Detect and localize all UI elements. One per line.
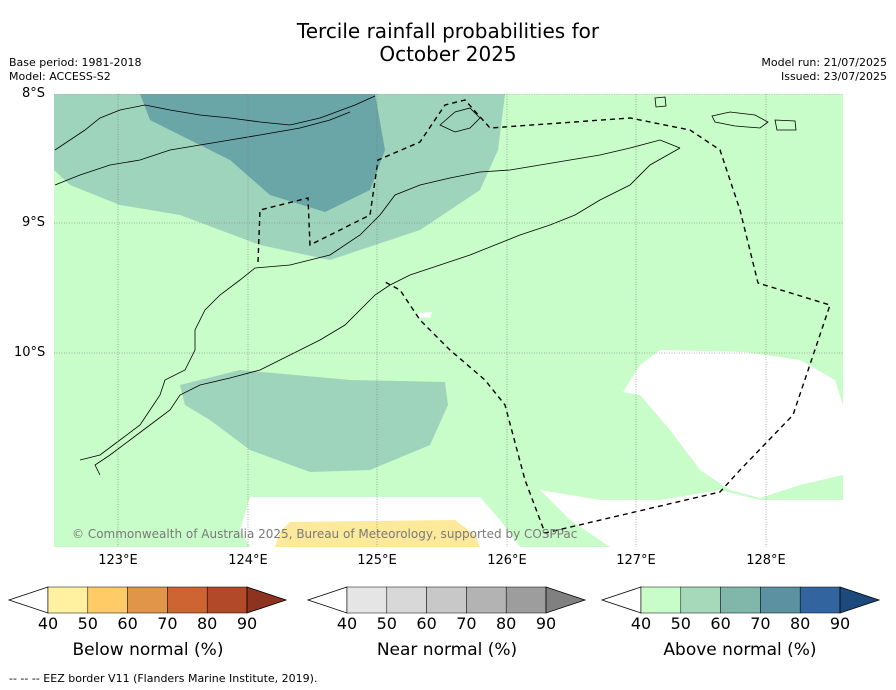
colorbar-extend-high	[839, 586, 881, 614]
below-normal-40-region	[275, 520, 480, 547]
colorbar-tick-label: 90	[535, 614, 557, 633]
colorbar-tick-label: 40	[336, 614, 358, 633]
colorbar-title-above: Above normal (%)	[663, 640, 817, 660]
colorbar-tick-label: 40	[37, 614, 59, 633]
colorbar-tick-label: 90	[829, 614, 851, 633]
colorbar-extend-low	[306, 586, 348, 614]
colorbar-segment	[505, 586, 547, 614]
leti-island	[711, 111, 769, 129]
alor-coastline	[54, 95, 376, 151]
colorbar-extend-low	[7, 586, 49, 614]
chart-title: Tercile rainfall probabilities for Octob…	[0, 20, 896, 66]
lat-label-10s: 10°S	[14, 345, 46, 360]
timor-north-coastline	[79, 139, 681, 461]
colorbar-tick-label: 60	[710, 614, 731, 633]
atauro-island	[439, 107, 481, 133]
lat-label-8s: 8°S	[22, 86, 46, 101]
colorbar-tick-label: 80	[790, 614, 811, 633]
colorbar-extend-high	[246, 586, 288, 614]
moa-island	[774, 119, 797, 131]
lon-label-123e: 123°E	[98, 553, 138, 568]
colorbar-segment	[167, 586, 208, 614]
colorbar-near-normal	[306, 586, 587, 614]
colorbar-segment	[87, 586, 128, 614]
colorbar-extend-low	[600, 586, 642, 614]
colorbar-extend-high	[545, 586, 587, 614]
colorbar-tick-label: 50	[77, 614, 98, 633]
above-normal-50-region-south	[180, 370, 448, 472]
colorbar-tick-label: 70	[157, 614, 178, 633]
lon-label-127e: 127°E	[616, 553, 656, 568]
colorbar-segment	[720, 586, 761, 614]
colorbar-segment	[47, 586, 89, 614]
colorbar-tick-label: 90	[236, 614, 258, 633]
lon-label-124e: 124°E	[228, 553, 268, 568]
colorbar-segment	[760, 586, 801, 614]
no-dominant-region-east	[623, 350, 843, 498]
lon-label-126e: 126°E	[487, 553, 527, 568]
lat-label-9s: 9°S	[22, 215, 46, 230]
flores-coastline	[54, 111, 351, 186]
title-line-2: October 2025	[379, 42, 517, 66]
colorbar-segment	[127, 586, 168, 614]
eez-border	[257, 99, 831, 534]
above-normal-60-region	[140, 94, 385, 212]
wetar-islet	[654, 96, 667, 108]
colorbar-tick-label: 60	[117, 614, 138, 633]
colorbar-segment	[346, 586, 388, 614]
copyright-notice: © Commonwealth of Australia 2025, Bureau…	[72, 527, 578, 541]
title-line-1: Tercile rainfall probabilities for	[296, 19, 600, 43]
no-dominant-region-southeast	[540, 490, 843, 547]
colorbar-tick-label: 60	[416, 614, 437, 633]
base-period-label: Base period: 1981-2018	[9, 56, 142, 69]
issued-label: Issued: 23/07/2025	[780, 70, 887, 83]
colorbar-tick-label: 70	[750, 614, 771, 633]
colorbar-segment	[640, 586, 682, 614]
colorbar-below-normal	[7, 586, 288, 614]
colorbar-segment	[466, 586, 507, 614]
colorbar-tick-label: 80	[496, 614, 517, 633]
model-run-label: Model run: 21/07/2025	[761, 56, 887, 69]
colorbars	[7, 586, 881, 614]
colorbar-tick-label: 80	[197, 614, 218, 633]
timor-south-coastline	[94, 147, 681, 476]
lon-label-128e: 128°E	[746, 553, 786, 568]
colorbar-tick-label: 50	[670, 614, 691, 633]
colorbar-tick-label: 40	[630, 614, 652, 633]
colorbar-segment	[426, 586, 467, 614]
colorbar-tick-label: 50	[376, 614, 397, 633]
colorbar-tick-label: 70	[456, 614, 477, 633]
no-dominant-region-small	[418, 312, 432, 318]
colorbar-title-below: Below normal (%)	[72, 640, 224, 660]
colorbar-above-normal	[600, 586, 881, 614]
eez-footnote: -- -- -- EEZ border V11 (Flanders Marine…	[9, 672, 318, 685]
model-label: Model: ACCESS-S2	[9, 70, 111, 83]
colorbar-segment	[680, 586, 721, 614]
colorbar-segment	[799, 586, 841, 614]
colorbar-segment	[386, 586, 427, 614]
lon-label-125e: 125°E	[357, 553, 397, 568]
colorbar-title-near: Near normal (%)	[376, 640, 518, 660]
colorbar-segment	[206, 586, 248, 614]
